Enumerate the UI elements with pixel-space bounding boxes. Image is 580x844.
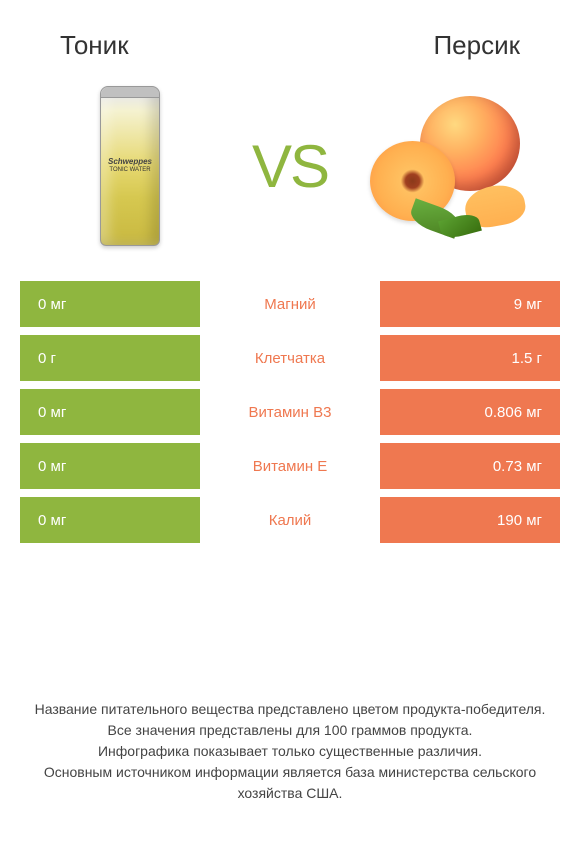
cell-left: 0 г: [20, 335, 200, 381]
footer-line: Все значения представлены для 100 граммо…: [30, 720, 550, 741]
cell-right: 0.73 мг: [380, 443, 560, 489]
products-row: Schweppes TONIC WATER VS: [0, 71, 580, 281]
cell-left: 0 мг: [20, 443, 200, 489]
peach-image: [370, 76, 530, 256]
footer-line: Название питательного вещества представл…: [30, 699, 550, 720]
peach-icon: [370, 86, 530, 246]
cell-right: 190 мг: [380, 497, 560, 543]
table-row: 0 мг Калий 190 мг: [20, 497, 560, 543]
nutrition-table: 0 мг Магний 9 мг 0 г Клетчатка 1.5 г 0 м…: [0, 281, 580, 543]
table-row: 0 мг Магний 9 мг: [20, 281, 560, 327]
can-sub: TONIC WATER: [108, 167, 152, 175]
table-row: 0 мг Витамин E 0.73 мг: [20, 443, 560, 489]
cell-right: 1.5 г: [380, 335, 560, 381]
cell-mid: Калий: [200, 497, 380, 543]
cell-left: 0 мг: [20, 281, 200, 327]
header: Тоник Персик: [0, 0, 580, 71]
tonic-can-icon: Schweppes TONIC WATER: [100, 86, 160, 246]
tonic-image: Schweppes TONIC WATER: [50, 76, 210, 256]
footer-notes: Название питательного вещества представл…: [0, 699, 580, 804]
cell-mid: Витамин E: [200, 443, 380, 489]
cell-right: 0.806 мг: [380, 389, 560, 435]
cell-left: 0 мг: [20, 497, 200, 543]
footer-line: Инфографика показывает только существенн…: [30, 741, 550, 762]
footer-line: Основным источником информации является …: [30, 762, 550, 804]
cell-mid: Витамин B3: [200, 389, 380, 435]
table-row: 0 г Клетчатка 1.5 г: [20, 335, 560, 381]
cell-right: 9 мг: [380, 281, 560, 327]
cell-left: 0 мг: [20, 389, 200, 435]
cell-mid: Клетчатка: [200, 335, 380, 381]
can-brand: Schweppes: [108, 157, 152, 167]
left-product-title: Тоник: [60, 30, 129, 61]
vs-label: VS: [252, 132, 328, 201]
table-row: 0 мг Витамин B3 0.806 мг: [20, 389, 560, 435]
can-label: Schweppes TONIC WATER: [108, 157, 152, 175]
cell-mid: Магний: [200, 281, 380, 327]
right-product-title: Персик: [433, 30, 520, 61]
